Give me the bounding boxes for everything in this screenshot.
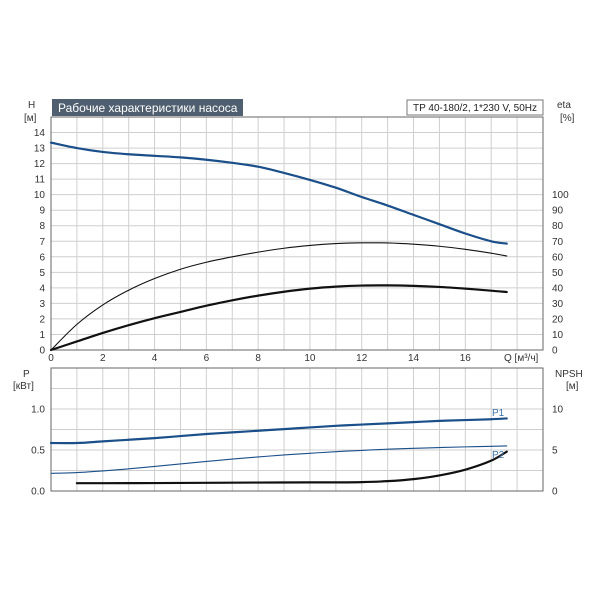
top-y-right-tick-label: 10	[552, 330, 564, 341]
top-x-tick-label: 6	[204, 353, 210, 364]
top-x-tick-label: 0	[48, 353, 54, 364]
bottom-y-right-tick-label: 0	[552, 487, 558, 498]
top-y-right-tick-label: 90	[552, 206, 564, 217]
bottom-grid	[51, 368, 543, 491]
top-y-right-tick-label: 20	[552, 314, 564, 325]
x-axis-label: Q [м³/ч]	[504, 353, 539, 364]
y-left-unit: [м]	[24, 113, 37, 124]
top-x-tick-label: 12	[356, 353, 368, 364]
bottom-y-left-tick-label: 0.0	[31, 487, 45, 498]
bottom-y-left-tick-labels: 0.0 0.5 1.0	[31, 405, 45, 498]
top-x-tick-label: 16	[460, 353, 472, 364]
power-axis-label: P	[23, 369, 30, 380]
p2-power-curve	[50, 445, 508, 474]
top-y-right-tick-label: 30	[552, 299, 564, 310]
npsh-axis-label: NPSH	[555, 369, 583, 380]
top-y-right-tick-labels: 0 10 20 30 40 50 60 70 80 90 100	[552, 190, 569, 356]
top-y-right-tick-label: 0	[552, 346, 558, 357]
top-y-left-tick-label: 9	[39, 206, 45, 217]
efficiency-curve-thick	[49, 284, 508, 352]
top-y-left-tick-label: 1	[39, 330, 45, 341]
top-y-left-tick-label: 4	[39, 283, 45, 294]
y-right-unit: [%]	[560, 113, 575, 124]
top-y-left-tick-label: 11	[35, 175, 46, 186]
top-y-left-tick-label: 2	[39, 314, 45, 325]
bottom-y-right-tick-labels: 0 5 10	[552, 405, 564, 498]
top-y-left-tick-label: 5	[39, 268, 45, 279]
top-y-left-tick-label: 10	[34, 190, 46, 201]
bottom-y-left-tick-label: 1.0	[31, 405, 45, 416]
bottom-series-group	[49, 417, 508, 485]
chart-title: Рабочие характеристики насоса	[58, 101, 238, 115]
top-y-right-tick-label: 70	[552, 237, 564, 248]
npsh-curve	[75, 450, 508, 485]
top-y-right-tick-label: 60	[552, 252, 564, 263]
p2-series-label: P2	[492, 450, 505, 461]
bottom-y-right-tick-label: 10	[552, 405, 564, 416]
top-y-right-tick-label: 80	[552, 221, 564, 232]
top-x-tick-labels: 0 2 4 6 8 10 12 14 16	[48, 353, 471, 364]
model-label-box	[406, 99, 544, 116]
power-npsh-chart: 0.0 0.5 1.0 0 5 10 P [кВт] NPSH [м] P1 P2	[13, 367, 583, 498]
top-y-left-tick-label: 0	[39, 346, 45, 357]
bottom-plot-frame	[50, 367, 544, 492]
top-grid	[51, 117, 543, 350]
top-y-left-tick-label: 6	[39, 252, 45, 263]
top-y-left-tick-label: 8	[39, 221, 45, 232]
top-y-right-tick-label: 50	[552, 268, 564, 279]
top-y-right-tick-label: 40	[552, 283, 564, 294]
y-left-label: H	[28, 100, 35, 111]
p1-power-curve	[49, 417, 508, 445]
top-y-right-tick-label: 100	[552, 190, 569, 201]
power-axis-unit: [кВт]	[13, 381, 34, 392]
npsh-axis-unit: [м]	[566, 381, 579, 392]
head-curve	[49, 141, 508, 245]
top-x-tick-label: 10	[304, 353, 316, 364]
bottom-y-left-tick-label: 0.5	[31, 446, 45, 457]
top-series-group	[49, 141, 508, 352]
p1-series-label: P1	[492, 408, 505, 419]
top-x-tick-label: 4	[152, 353, 158, 364]
y-right-label: eta	[557, 100, 571, 111]
top-x-tick-label: 2	[100, 353, 106, 364]
top-y-left-tick-label: 13	[34, 144, 46, 155]
chart-title-box	[52, 99, 243, 116]
efficiency-curve-thin	[50, 242, 508, 351]
top-x-tick-label: 14	[408, 353, 420, 364]
top-x-tick-label: 8	[255, 353, 261, 364]
bottom-y-right-tick-label: 5	[552, 446, 558, 457]
top-y-left-tick-label: 3	[39, 299, 45, 310]
top-plot-frame	[50, 116, 544, 351]
top-y-left-tick-label: 7	[39, 237, 45, 248]
top-y-left-tick-label: 12	[34, 159, 46, 170]
top-y-left-tick-label: 14	[34, 128, 46, 139]
model-label: TP 40-180/2, 1*230 V, 50Hz	[413, 103, 537, 114]
